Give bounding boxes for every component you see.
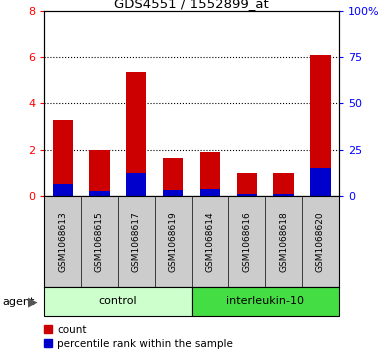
Text: GSM1068614: GSM1068614 — [206, 211, 214, 272]
Text: GSM1068613: GSM1068613 — [58, 211, 67, 272]
Text: interleukin-10: interleukin-10 — [226, 296, 304, 306]
Bar — [89, 150, 110, 196]
Bar — [273, 173, 294, 196]
Text: GSM1068616: GSM1068616 — [242, 211, 251, 272]
Bar — [237, 194, 257, 196]
Bar — [163, 190, 183, 196]
Bar — [192, 287, 339, 316]
Bar — [53, 184, 73, 196]
Bar — [163, 158, 183, 196]
Legend: count, percentile rank within the sample: count, percentile rank within the sample — [44, 325, 233, 349]
Bar — [200, 152, 220, 196]
Text: GSM1068618: GSM1068618 — [279, 211, 288, 272]
Text: GSM1068617: GSM1068617 — [132, 211, 141, 272]
Bar — [200, 189, 220, 196]
Title: GDS4551 / 1552899_at: GDS4551 / 1552899_at — [114, 0, 269, 10]
Bar — [273, 194, 294, 196]
Bar — [310, 55, 330, 196]
Bar — [310, 168, 330, 196]
Text: ▶: ▶ — [28, 295, 38, 309]
Bar — [237, 173, 257, 196]
Text: GSM1068619: GSM1068619 — [169, 211, 177, 272]
Bar — [53, 120, 73, 196]
Text: agent: agent — [2, 297, 34, 307]
Text: GSM1068615: GSM1068615 — [95, 211, 104, 272]
Bar — [126, 173, 146, 196]
Bar — [44, 287, 192, 316]
Bar — [126, 72, 146, 196]
Bar — [89, 191, 110, 196]
Text: control: control — [99, 296, 137, 306]
Text: GSM1068620: GSM1068620 — [316, 211, 325, 272]
